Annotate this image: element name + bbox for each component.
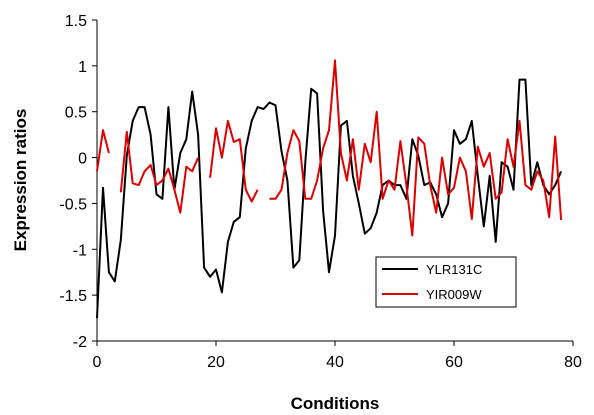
y-tick-label: 0: [78, 151, 87, 168]
y-tick-label: 0.5: [65, 105, 87, 122]
legend-box: [375, 256, 517, 308]
x-axis-title: Conditions: [291, 394, 380, 413]
x-tick-label: 60: [445, 354, 463, 371]
y-tick-label: -1.5: [59, 288, 87, 305]
x-tick-label: 0: [93, 354, 102, 371]
x-tick-label: 80: [564, 354, 582, 371]
y-tick-label: -1: [73, 242, 87, 259]
y-tick-label: 1.5: [65, 13, 87, 30]
legend-label-ylr131c: YLR131C: [426, 262, 482, 277]
legend-label-yir009w: YIR009W: [426, 287, 482, 302]
y-tick-label: 1: [78, 59, 87, 76]
y-axis-ticks: -2 -1.5 -1 -0.5 0 0.5 1 1.5: [59, 13, 97, 351]
x-tick-label: 20: [207, 354, 225, 371]
y-tick-label: -0.5: [59, 196, 87, 213]
x-axis-ticks: 0 20 40 60 80: [93, 341, 582, 371]
series-layer: [96, 59, 563, 319]
series-line-yir009w: [96, 59, 563, 237]
y-axis-title: Expression ratios: [11, 109, 30, 252]
y-tick-label: -2: [73, 334, 87, 351]
legend: YLR131C YIR009W: [375, 256, 517, 308]
x-tick-label: 40: [326, 354, 344, 371]
